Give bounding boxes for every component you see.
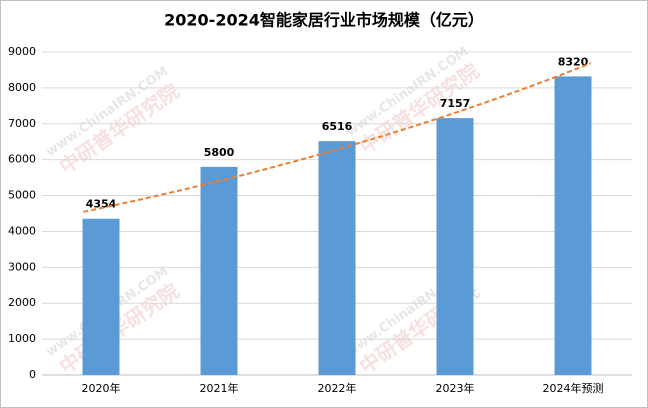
x-tick-label: 2024年预测 xyxy=(543,381,604,395)
y-tick-label: 7000 xyxy=(8,117,36,130)
bar xyxy=(200,166,238,375)
y-tick-label: 4000 xyxy=(8,224,36,237)
bar xyxy=(318,141,356,375)
data-label: 7157 xyxy=(440,97,471,110)
y-tick-label: 1000 xyxy=(8,332,36,345)
chart-title: 2020-2024智能家居行业市场规模（亿元） xyxy=(164,11,484,30)
data-label: 4354 xyxy=(86,198,117,211)
data-label: 5800 xyxy=(204,146,235,159)
bar xyxy=(436,118,474,375)
y-tick-label: 0 xyxy=(29,368,36,381)
y-tick-label: 9000 xyxy=(8,45,36,58)
y-tick-label: 3000 xyxy=(8,260,36,273)
y-tick-label: 2000 xyxy=(8,296,36,309)
x-tick-label: 2020年 xyxy=(82,381,121,395)
bar xyxy=(82,218,120,375)
x-tick-label: 2023年 xyxy=(436,381,475,395)
x-tick-label: 2022年 xyxy=(318,381,357,395)
y-tick-label: 8000 xyxy=(8,81,36,94)
y-tick-label: 5000 xyxy=(8,189,36,202)
x-tick-label: 2021年 xyxy=(200,381,239,395)
y-tick-label: 6000 xyxy=(8,153,36,166)
data-label: 6516 xyxy=(322,120,353,133)
bar xyxy=(554,76,592,375)
data-label: 8320 xyxy=(558,55,589,68)
